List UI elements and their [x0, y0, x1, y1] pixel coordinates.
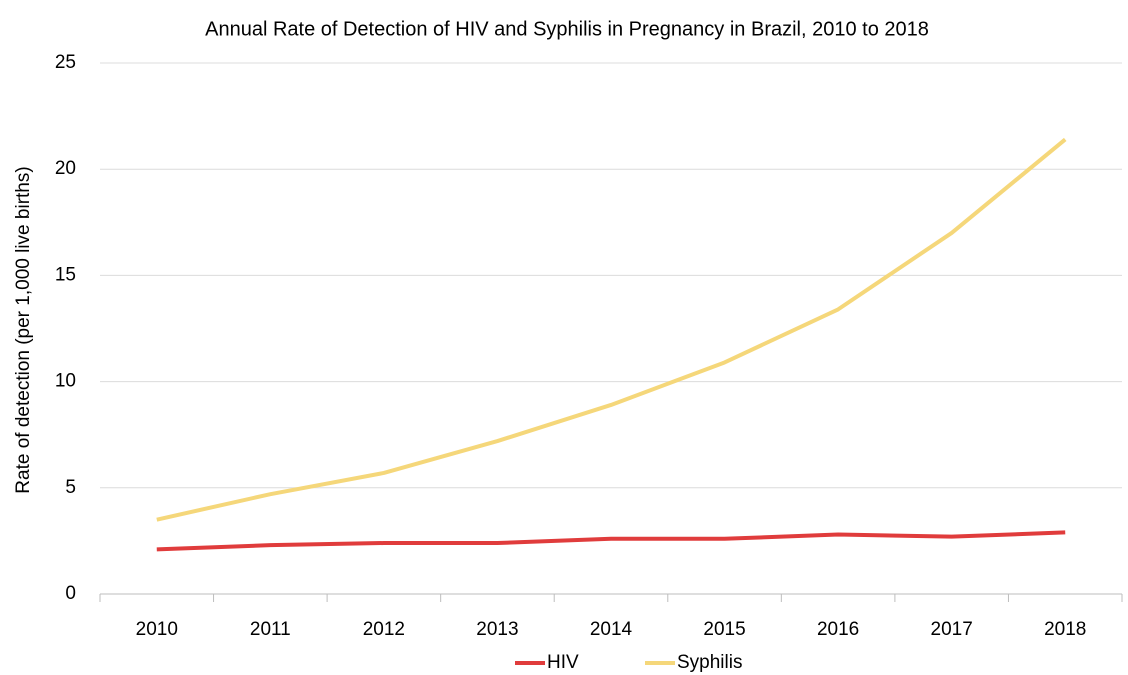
x-tick-label: 2016: [817, 619, 859, 640]
x-tick-label: 2014: [590, 619, 633, 640]
legend-label: Syphilis: [677, 652, 742, 673]
y-tick-label: 20: [55, 158, 76, 179]
x-tick-label: 2018: [1044, 619, 1086, 640]
y-tick-label: 0: [65, 583, 76, 604]
x-tick-label: 2017: [931, 619, 973, 640]
line-series: [156, 530, 1066, 552]
x-tick-label: 2013: [476, 619, 518, 640]
x-tick-label: 2010: [136, 619, 178, 640]
x-tick-label: 2015: [703, 619, 745, 640]
x-tick-label: 2011: [250, 619, 291, 640]
y-tick-label: 25: [55, 52, 76, 73]
line-series: [156, 137, 1067, 522]
y-tick-label: 15: [55, 264, 76, 285]
x-tick-label: 2012: [363, 619, 405, 640]
legend-label: HIV: [547, 652, 579, 673]
y-axis-label: Rate of detection (per 1,000 live births…: [13, 166, 34, 493]
chart-title: Annual Rate of Detection of HIV and Syph…: [205, 18, 929, 40]
y-tick-label: 10: [55, 371, 76, 392]
y-tick-label: 5: [65, 477, 76, 498]
